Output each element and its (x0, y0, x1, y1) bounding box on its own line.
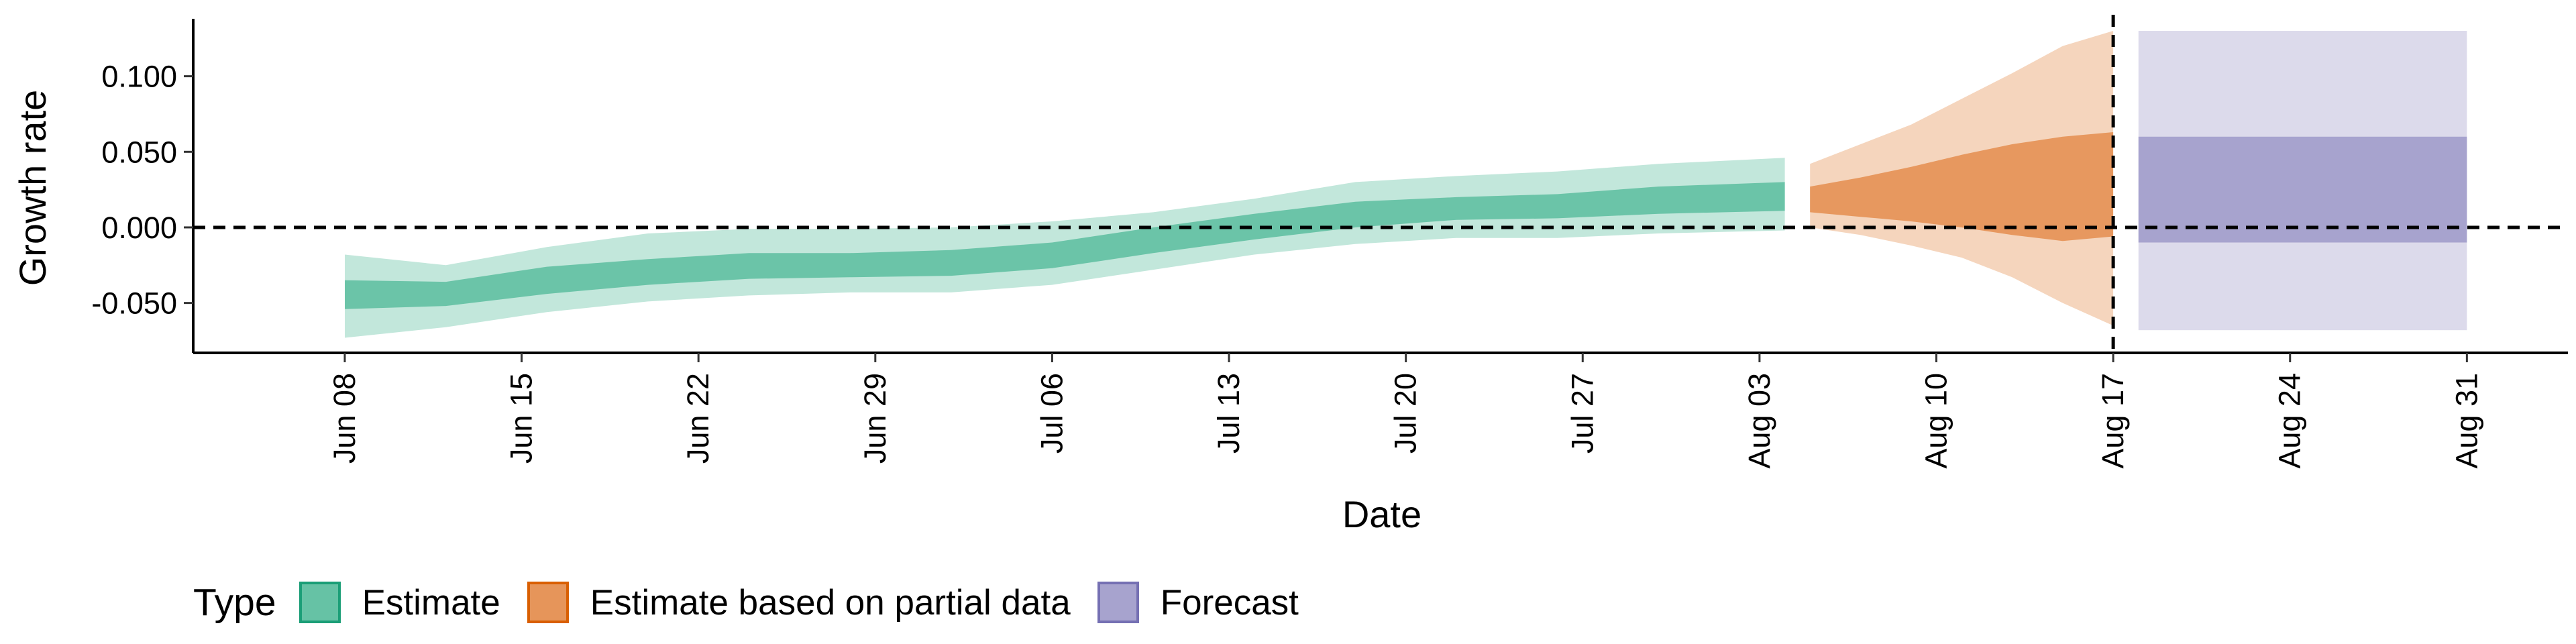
legend-item-estimate: Estimate (299, 582, 500, 623)
y-tick-label: 0.000 (101, 211, 177, 245)
legend-title: Type (193, 581, 276, 624)
reference-lines (193, 15, 2568, 353)
x-tick-label: Jul 27 (1565, 373, 1599, 453)
x-tick-label: Jul 20 (1389, 373, 1423, 453)
x-tick-label: Jul 06 (1034, 373, 1069, 453)
axes: -0.050 0.000 0.050 0.100 Jun 08 Jun 15 Jun 22 J… (91, 19, 2568, 469)
legend-swatch-estimate (299, 582, 341, 623)
legend-label-estimate: Estimate (362, 582, 500, 623)
x-tick-label: Aug 31 (2449, 373, 2483, 469)
x-tick-label: Jun 29 (858, 373, 892, 464)
legend-label-partial: Estimate based on partial data (590, 582, 1071, 623)
y-tick-label: -0.050 (91, 286, 177, 321)
x-tick-label: Jun 15 (504, 373, 539, 464)
legend-item-partial: Estimate based on partial data (527, 582, 1071, 623)
y-tick-label: 0.100 (101, 60, 177, 94)
x-tick-label: Aug 17 (2096, 373, 2130, 469)
legend-swatch-forecast (1097, 582, 1139, 623)
x-tick-label: Aug 03 (1742, 373, 1776, 469)
y-axis-title: Growth rate (11, 90, 54, 286)
x-tick-label: Aug 10 (1919, 373, 1953, 469)
band-50-estimate (345, 182, 1785, 309)
legend-label-forecast: Forecast (1160, 582, 1299, 623)
interval-bands (345, 31, 2467, 338)
x-tick-label: Jun 22 (681, 373, 715, 464)
x-axis-title: Date (1342, 493, 1421, 535)
x-tick-label: Jun 08 (327, 373, 362, 464)
x-tick-label: Aug 24 (2273, 373, 2307, 469)
x-tick-label: Jul 13 (1212, 373, 1246, 453)
legend-item-forecast: Forecast (1097, 582, 1299, 623)
y-tick-label: 0.050 (101, 135, 177, 169)
band-50-forecast (2138, 136, 2467, 243)
band-50-partial (1810, 132, 2114, 241)
legend-swatch-partial (527, 582, 569, 623)
legend: Type Estimate Estimate based on partial … (193, 577, 1326, 628)
